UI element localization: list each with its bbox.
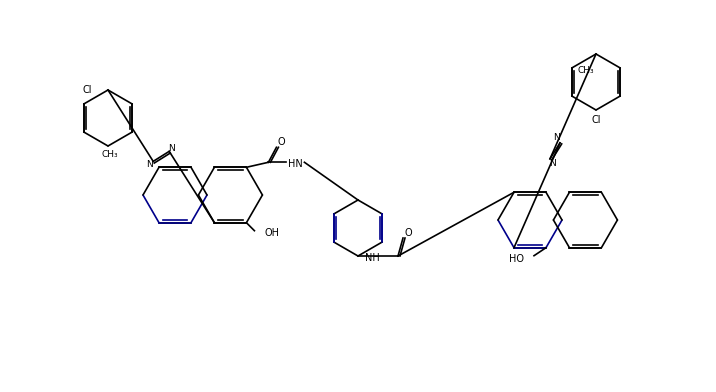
Text: HO: HO: [509, 254, 524, 264]
Text: N: N: [550, 160, 556, 168]
Text: O: O: [405, 228, 412, 238]
Text: Cl: Cl: [82, 85, 92, 95]
Text: CH₃: CH₃: [577, 65, 594, 74]
Text: O: O: [278, 137, 285, 147]
Text: CH₃: CH₃: [102, 149, 118, 158]
Text: OH: OH: [264, 228, 279, 238]
Text: NH: NH: [364, 253, 379, 263]
Text: HN: HN: [288, 159, 303, 169]
Text: N: N: [553, 133, 561, 142]
Text: N: N: [168, 144, 175, 153]
Text: N: N: [146, 160, 153, 169]
Text: Cl: Cl: [591, 115, 601, 125]
